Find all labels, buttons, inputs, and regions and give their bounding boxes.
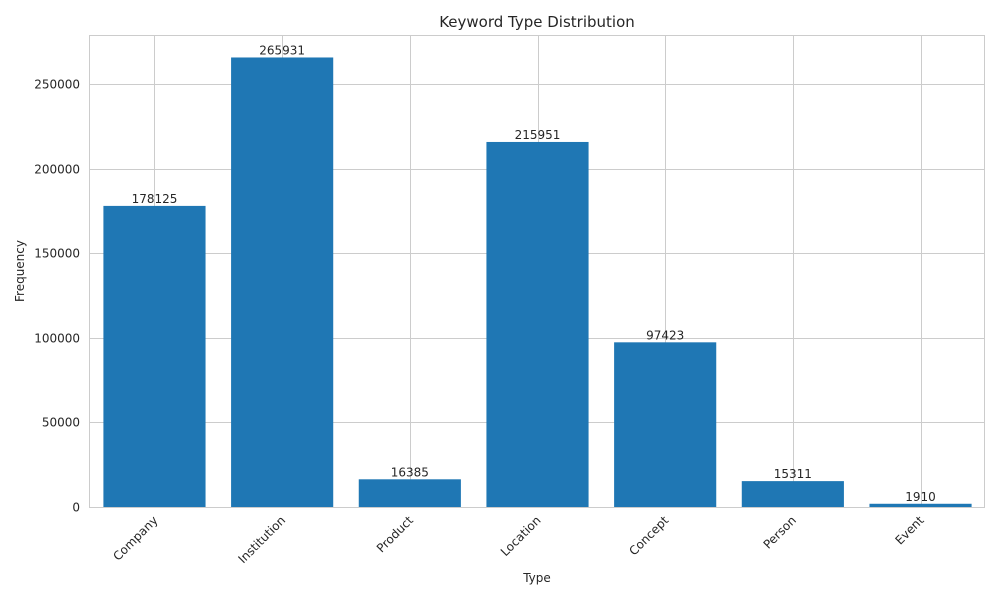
- x-tick-label: Person: [761, 513, 799, 551]
- bar-company: [103, 205, 206, 507]
- data-labels-layer: 178125 265931 16385 215951 97423 15311 1910: [132, 43, 936, 503]
- bars-layer: [103, 57, 972, 507]
- x-axis-label: Type: [522, 571, 551, 585]
- x-tick-label: Event: [892, 513, 926, 547]
- data-label: 16385: [391, 465, 429, 479]
- data-label: 215951: [515, 128, 561, 142]
- x-tick-label: Product: [374, 513, 416, 555]
- bar-person: [741, 481, 844, 507]
- chart-title: Keyword Type Distribution: [439, 13, 635, 31]
- y-tick-label: 50000: [42, 416, 80, 430]
- x-tick-label: Institution: [235, 513, 288, 566]
- y-tick-label: 150000: [34, 247, 80, 261]
- y-tick-label: 200000: [34, 163, 80, 177]
- y-ticks-layer: 0 50000 100000 150000 200000 250000: [34, 78, 80, 515]
- data-label: 1910: [905, 490, 936, 504]
- x-ticks-layer: Company Institution Product Location Concept…: [110, 513, 927, 566]
- bar-institution: [231, 57, 334, 507]
- bar-product: [358, 479, 461, 507]
- bar-location: [486, 141, 589, 507]
- y-tick-label: 250000: [34, 78, 80, 92]
- bar-event: [869, 503, 972, 507]
- plot-frame: [89, 35, 985, 508]
- bar-concept: [614, 342, 717, 507]
- data-label: 97423: [646, 328, 684, 342]
- data-label: 15311: [774, 467, 812, 481]
- y-axis-label: Frequency: [13, 240, 27, 302]
- data-label: 265931: [259, 43, 305, 57]
- x-tick-label: Company: [110, 513, 160, 563]
- data-label: 178125: [132, 192, 178, 206]
- x-tick-label: Concept: [626, 513, 671, 558]
- y-tick-label: 0: [72, 501, 80, 515]
- y-tick-label: 100000: [34, 332, 80, 346]
- x-tick-label: Location: [498, 513, 544, 559]
